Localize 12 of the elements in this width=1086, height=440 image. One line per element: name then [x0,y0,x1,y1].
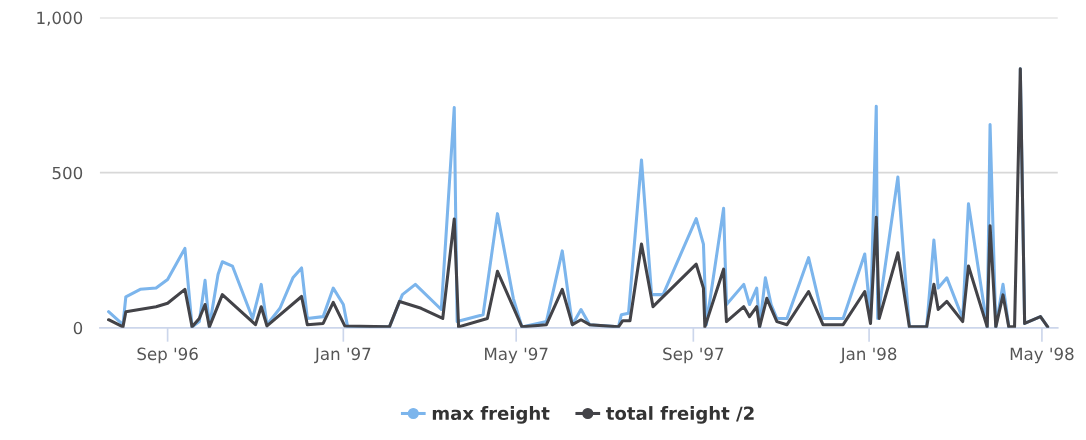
legend-label: total freight /2 [606,406,754,424]
y-tick-label: 1,000 [37,11,83,26]
x-tick-label: May '97 [485,347,548,364]
x-tick-label: Jan '98 [839,347,897,364]
legend-label: max freight [432,406,550,424]
y-tick-label: 0 [73,321,83,335]
x-tick-label: Jan '97 [314,347,371,364]
x-tick-label: Sep '97 [663,347,724,364]
x-tick-label: Sep '96 [137,347,198,364]
y-tick-label: 500 [52,166,83,180]
x-tick-label: May '98 [1010,347,1074,364]
line-series [107,67,1050,328]
